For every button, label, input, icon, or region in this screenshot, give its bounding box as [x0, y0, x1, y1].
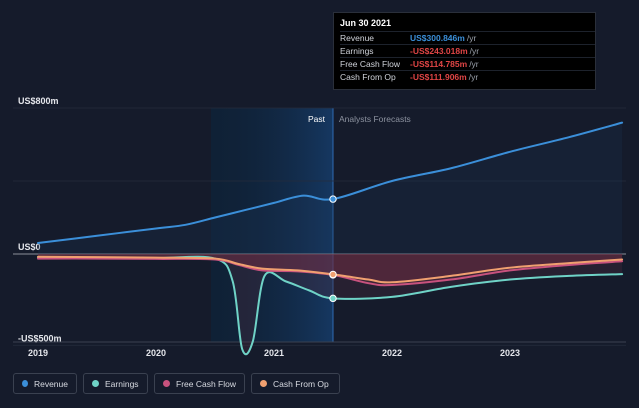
legend-cash-from-op-button[interactable]: Cash From Op — [251, 373, 340, 394]
series-marker-revenue — [329, 195, 337, 203]
tooltip-unit: /yr — [469, 46, 480, 56]
series-line-revenue — [37, 121, 624, 245]
revenue-dot-icon — [22, 380, 28, 387]
tooltip-unit: /yr — [468, 72, 479, 82]
earnings-dot-icon — [92, 380, 99, 387]
series-area-cash-from-op — [38, 254, 623, 283]
past-label: Past — [308, 114, 326, 124]
legend-label: Earnings — [105, 378, 139, 389]
series-area-earnings — [38, 254, 623, 355]
x-tick-label: 2023 — [500, 348, 520, 358]
tooltip-value: -US$243.018m — [410, 46, 468, 56]
chart-legend: Revenue Earnings Free Cash Flow Cash Fro… — [13, 373, 340, 394]
tooltip-label: Free Cash Flow — [340, 59, 400, 69]
y-tick-label: US$800m — [18, 96, 59, 106]
legend-label: Cash From Op — [273, 378, 329, 389]
y-tick-label: -US$500m — [18, 333, 62, 343]
legend-label: Free Cash Flow — [176, 378, 236, 389]
tooltip-row-cash-from-op: Cash From Op -US$111.906m /yr — [340, 70, 595, 83]
tooltip-row-earnings: Earnings -US$243.018m /yr — [340, 44, 595, 57]
tooltip-value: US$300.846m — [410, 33, 465, 43]
tooltip-row-revenue: Revenue US$300.846m /yr — [340, 31, 595, 44]
past-region-gradient — [211, 108, 333, 342]
tooltip-label: Earnings — [340, 46, 374, 56]
tooltip-unit: /yr — [466, 33, 477, 43]
series-marker-earnings — [329, 294, 337, 303]
x-tick-label: 2021 — [264, 348, 284, 358]
series-marker-cash-from-op — [329, 270, 337, 279]
x-tick-label: 2020 — [146, 348, 166, 358]
tooltip-date: Jun 30 2021 — [340, 18, 392, 28]
series-area-revenue — [38, 122, 623, 254]
tooltip-label: Revenue — [340, 33, 375, 43]
free-cash-flow-dot-icon — [163, 380, 170, 387]
series-area-free-cash-flow — [38, 254, 623, 286]
chart-tooltip: Jun 30 2021 Revenue US$300.846m /yr Earn… — [333, 12, 596, 90]
cash-from-op-dot-icon — [260, 380, 267, 387]
legend-earnings-button[interactable]: Earnings — [83, 373, 148, 394]
tooltip-row-free-cash-flow: Free Cash Flow -US$114.785m /yr — [340, 57, 595, 70]
y-tick-label: US$0 — [18, 242, 41, 252]
legend-free-cash-flow-button[interactable]: Free Cash Flow — [154, 373, 245, 394]
legend-label: Revenue — [33, 378, 68, 389]
series-line-earnings — [37, 255, 624, 356]
forecast-label: Analysts Forecasts — [339, 114, 411, 124]
series-line-cash-from-op — [37, 255, 624, 284]
tooltip-label: Cash From Op — [340, 72, 396, 82]
tooltip-value: -US$111.906m — [410, 72, 467, 82]
x-tick-label: 2019 — [28, 348, 48, 358]
x-tick-label: 2022 — [382, 348, 402, 358]
tooltip-unit: /yr — [469, 59, 479, 69]
tooltip-value: -US$114.785m — [410, 59, 468, 69]
legend-revenue-button[interactable]: Revenue — [13, 373, 77, 394]
